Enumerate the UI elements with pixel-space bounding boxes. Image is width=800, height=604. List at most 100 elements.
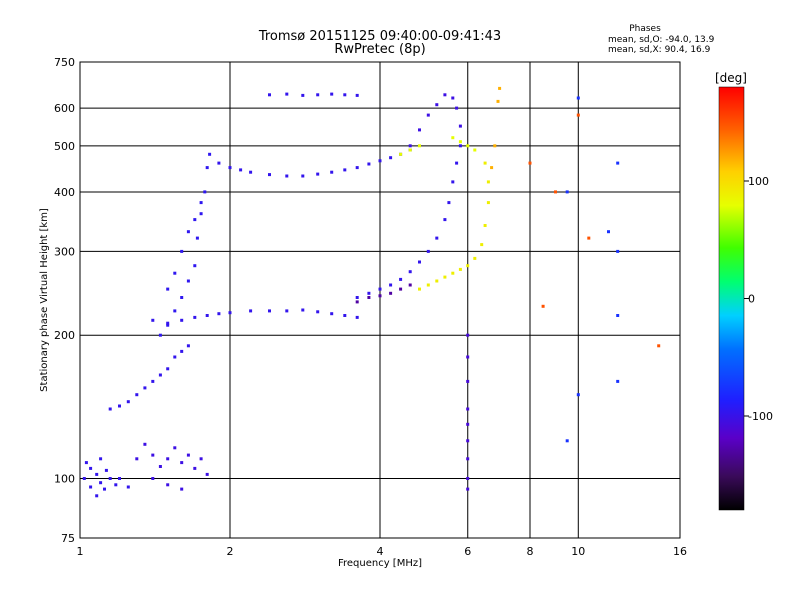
data-point — [166, 323, 170, 327]
data-point — [285, 309, 289, 313]
y-tick-label: 750 — [54, 56, 75, 69]
data-point — [378, 294, 382, 298]
data-point — [99, 457, 103, 461]
data-point — [458, 140, 462, 144]
data-point — [483, 224, 487, 227]
y-tick-label: 200 — [54, 329, 75, 342]
data-point — [180, 349, 184, 353]
data-point — [135, 393, 139, 397]
stats-x-line: mean, sd,X: 90.4, 16.9 — [608, 45, 711, 55]
colorbar — [719, 87, 744, 510]
data-point — [408, 144, 412, 148]
y-tick-label: 500 — [54, 140, 75, 153]
data-point — [173, 446, 177, 450]
data-point — [367, 162, 371, 166]
data-point — [399, 287, 403, 291]
x-tick-label: 1 — [77, 545, 84, 558]
y-tick-label: 600 — [54, 102, 75, 115]
data-point — [95, 494, 99, 498]
chart-subtitle: RwPretec (8p) — [334, 42, 425, 57]
data-point — [118, 477, 121, 480]
data-point — [195, 236, 199, 240]
data-point — [408, 148, 412, 152]
data-point — [143, 386, 147, 390]
data-point — [498, 86, 502, 90]
data-point — [435, 103, 439, 107]
data-point — [466, 407, 470, 411]
data-point — [301, 174, 305, 178]
data-point — [466, 487, 470, 491]
x-tick-label: 2 — [227, 545, 234, 558]
data-point — [435, 279, 439, 283]
data-point — [657, 344, 661, 348]
data-point — [228, 166, 232, 170]
data-point — [389, 156, 393, 160]
data-point — [108, 407, 112, 411]
y-tick-label: 400 — [54, 186, 75, 199]
x-tick-label: 8 — [527, 545, 534, 558]
data-point — [193, 466, 197, 470]
data-point — [426, 283, 430, 287]
data-point — [616, 314, 620, 317]
data-point — [576, 393, 580, 397]
data-point — [82, 477, 86, 480]
colorbar-label: [deg] — [715, 71, 747, 85]
data-point — [151, 379, 155, 383]
y-tick-labels: 75 100 200 300 400 500 600 750 — [54, 56, 75, 545]
y-axis-label: Stationary phase Virtual Height [km] — [39, 208, 50, 392]
data-point — [208, 152, 212, 156]
data-point — [576, 96, 580, 100]
colorbar-tick-label: 100 — [748, 175, 769, 188]
data-point — [186, 344, 190, 348]
data-point — [458, 124, 462, 128]
data-point — [301, 308, 305, 312]
data-point — [466, 144, 470, 148]
data-point — [84, 461, 88, 465]
data-point — [443, 275, 447, 279]
data-point — [166, 483, 170, 487]
data-point — [126, 400, 130, 404]
data-point — [205, 472, 209, 476]
data-point — [426, 113, 430, 117]
data-point — [89, 485, 93, 489]
data-point — [205, 166, 209, 170]
data-point — [285, 92, 289, 96]
data-point — [466, 439, 470, 443]
data-point — [343, 168, 347, 172]
data-point — [355, 315, 359, 319]
data-point — [95, 472, 99, 476]
colorbar-tick-label: 0 — [748, 293, 755, 306]
x-tick-label: 4 — [377, 545, 384, 558]
data-point — [483, 161, 487, 165]
data-point — [493, 144, 497, 148]
data-point — [173, 355, 177, 359]
data-point — [496, 99, 500, 103]
data-point — [166, 457, 170, 461]
data-point — [435, 236, 439, 240]
data-point — [466, 477, 470, 480]
data-point — [118, 404, 121, 408]
data-point — [99, 481, 103, 485]
data-point — [607, 230, 610, 234]
data-point — [186, 279, 190, 283]
data-point — [408, 283, 412, 287]
data-point — [399, 277, 403, 281]
data-point — [166, 367, 170, 371]
data-point — [89, 466, 93, 470]
data-point — [249, 309, 253, 313]
data-point — [355, 296, 359, 299]
data-point — [285, 174, 289, 178]
data-point — [418, 260, 421, 264]
data-point — [135, 457, 139, 461]
data-point — [199, 212, 203, 216]
data-point — [173, 271, 177, 275]
data-point — [616, 249, 620, 253]
data-point — [426, 249, 430, 253]
data-point — [108, 477, 112, 480]
data-point — [249, 170, 253, 174]
x-tick-label: 10 — [571, 545, 585, 558]
data-point — [166, 321, 170, 325]
data-point — [399, 152, 403, 156]
